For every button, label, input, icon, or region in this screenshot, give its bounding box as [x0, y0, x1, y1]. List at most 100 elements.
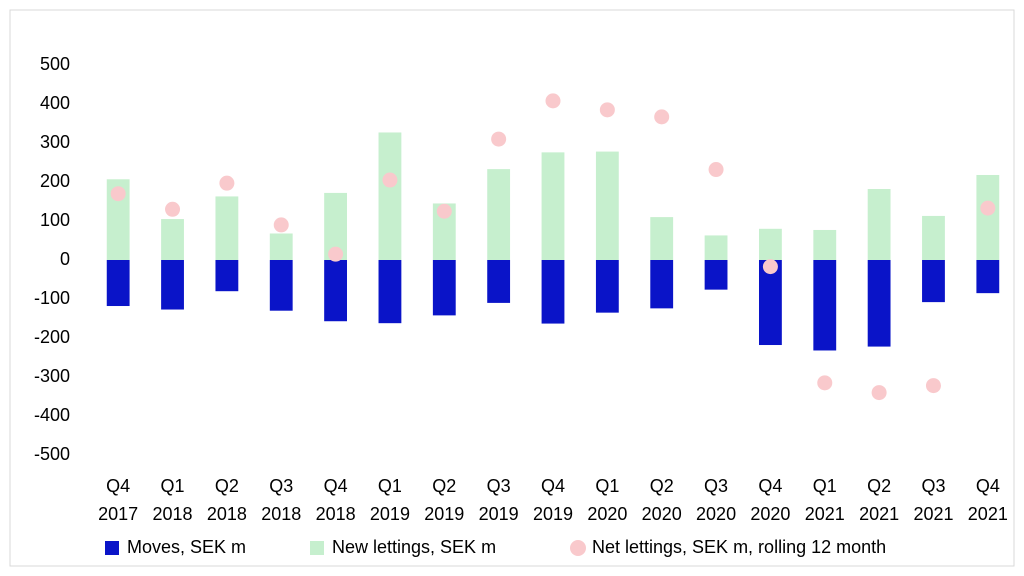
x-tick-label: Q3	[921, 476, 945, 496]
x-tick-label: Q1	[378, 476, 402, 496]
x-tick-label: 2020	[642, 504, 682, 524]
x-tick-label: Q4	[758, 476, 782, 496]
dot	[382, 172, 398, 188]
x-tick-label: 2019	[533, 504, 573, 524]
x-tick-label: Q3	[269, 476, 293, 496]
y-tick-label: 200	[40, 171, 70, 191]
dot	[599, 102, 615, 118]
dot	[219, 175, 235, 191]
bar	[650, 217, 674, 260]
x-tick-label: 2021	[859, 504, 899, 524]
legend-label: New lettings, SEK m	[332, 537, 496, 557]
x-tick-label: 2018	[207, 504, 247, 524]
x-tick-label: Q1	[595, 476, 619, 496]
x-tick-label: Q1	[813, 476, 837, 496]
legend-swatch	[310, 541, 324, 555]
bar	[432, 203, 456, 260]
bar	[161, 219, 184, 260]
bar	[813, 260, 837, 351]
bar	[215, 260, 239, 292]
bar	[378, 260, 402, 324]
y-tick-label: -500	[34, 444, 70, 464]
bar	[704, 260, 728, 290]
x-tick-label: 2020	[587, 504, 627, 524]
dot	[110, 186, 126, 202]
dot	[273, 217, 289, 233]
bar	[269, 233, 293, 260]
legend-swatch	[105, 541, 119, 555]
x-tick-label: Q2	[215, 476, 239, 496]
x-tick-label: Q4	[324, 476, 348, 496]
x-tick-label: 2017	[98, 504, 138, 524]
x-tick-label: 2018	[316, 504, 356, 524]
bar	[378, 132, 402, 260]
y-tick-label: 0	[60, 249, 70, 269]
x-tick-label: Q2	[650, 476, 674, 496]
dot	[491, 131, 507, 147]
dot	[545, 93, 561, 109]
bar	[813, 229, 837, 260]
x-tick-label: 2021	[968, 504, 1008, 524]
dot	[165, 201, 181, 217]
bar	[758, 260, 782, 346]
bar	[976, 174, 1000, 260]
dot	[925, 378, 941, 394]
dot	[708, 162, 724, 178]
x-tick-label: Q2	[432, 476, 456, 496]
x-tick-label: Q4	[106, 476, 130, 496]
bar	[324, 192, 348, 260]
dot	[871, 385, 887, 401]
y-tick-label: -400	[34, 405, 70, 425]
dot	[436, 203, 452, 219]
y-tick-label: 500	[40, 54, 70, 74]
y-tick-label: -200	[34, 327, 70, 347]
x-tick-label: 2019	[424, 504, 464, 524]
y-tick-label: 300	[40, 132, 70, 152]
bar	[106, 260, 130, 307]
bar	[595, 260, 619, 313]
legend-label: Moves, SEK m	[127, 537, 246, 557]
legend-label: Net lettings, SEK m, rolling 12 month	[592, 537, 886, 557]
x-tick-label: 2019	[479, 504, 519, 524]
bar	[432, 260, 456, 316]
bar	[595, 151, 619, 260]
bar	[541, 260, 565, 324]
bar	[867, 189, 891, 260]
x-tick-label: Q1	[161, 476, 185, 496]
bar	[487, 169, 511, 260]
bar	[269, 260, 293, 311]
y-tick-label: 100	[40, 210, 70, 230]
y-tick-label: -300	[34, 366, 70, 386]
x-tick-label: 2019	[370, 504, 410, 524]
x-tick-label: Q4	[976, 476, 1000, 496]
bar	[215, 196, 239, 260]
y-tick-label: 400	[40, 93, 70, 113]
bar	[161, 260, 184, 310]
legend-swatch	[570, 540, 586, 556]
dot	[654, 109, 670, 125]
bar	[758, 228, 782, 260]
bar	[541, 152, 565, 260]
bar	[704, 235, 728, 260]
dot	[817, 375, 833, 391]
bar	[106, 179, 130, 260]
x-tick-label: 2018	[261, 504, 301, 524]
dot	[762, 259, 778, 275]
bar	[867, 260, 891, 347]
x-tick-label: Q3	[704, 476, 728, 496]
x-tick-label: 2021	[805, 504, 845, 524]
bar	[650, 260, 674, 309]
dot	[980, 200, 996, 216]
bar	[922, 260, 945, 303]
bar	[324, 260, 348, 322]
x-tick-label: 2021	[913, 504, 953, 524]
x-tick-label: 2020	[750, 504, 790, 524]
x-tick-label: Q3	[487, 476, 511, 496]
x-tick-label: Q4	[541, 476, 565, 496]
bar	[922, 215, 945, 260]
y-tick-label: -100	[34, 288, 70, 308]
x-tick-label: 2020	[696, 504, 736, 524]
bar	[976, 260, 1000, 294]
bar	[487, 260, 511, 303]
